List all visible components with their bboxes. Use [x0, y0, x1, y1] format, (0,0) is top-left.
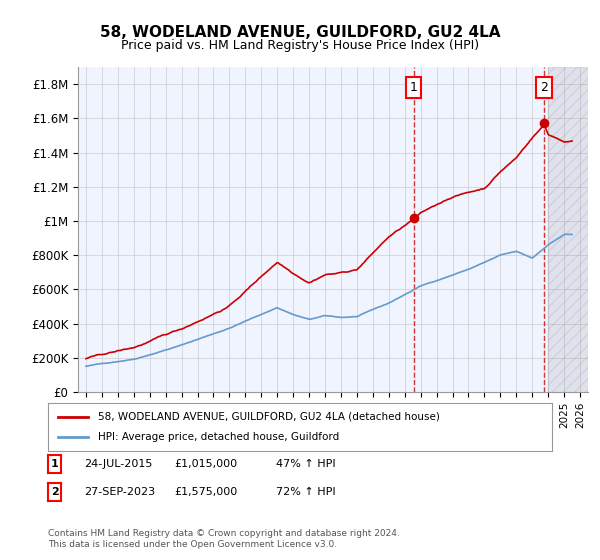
Text: Price paid vs. HM Land Registry's House Price Index (HPI): Price paid vs. HM Land Registry's House …: [121, 39, 479, 52]
Text: £1,015,000: £1,015,000: [174, 459, 237, 469]
Text: 58, WODELAND AVENUE, GUILDFORD, GU2 4LA: 58, WODELAND AVENUE, GUILDFORD, GU2 4LA: [100, 25, 500, 40]
Text: 2: 2: [51, 487, 58, 497]
Text: 1: 1: [410, 81, 418, 94]
Text: £1,575,000: £1,575,000: [174, 487, 237, 497]
Text: 58, WODELAND AVENUE, GUILDFORD, GU2 4LA (detached house): 58, WODELAND AVENUE, GUILDFORD, GU2 4LA …: [98, 412, 440, 422]
Text: 27-SEP-2023: 27-SEP-2023: [84, 487, 155, 497]
Text: 2: 2: [540, 81, 548, 94]
Text: 72% ↑ HPI: 72% ↑ HPI: [276, 487, 335, 497]
Text: Contains HM Land Registry data © Crown copyright and database right 2024.
This d: Contains HM Land Registry data © Crown c…: [48, 529, 400, 549]
Text: 47% ↑ HPI: 47% ↑ HPI: [276, 459, 335, 469]
Bar: [548, 67, 588, 392]
Text: 24-JUL-2015: 24-JUL-2015: [84, 459, 152, 469]
Text: 1: 1: [51, 459, 58, 469]
Bar: [548, 67, 588, 392]
Text: HPI: Average price, detached house, Guildford: HPI: Average price, detached house, Guil…: [98, 432, 340, 442]
